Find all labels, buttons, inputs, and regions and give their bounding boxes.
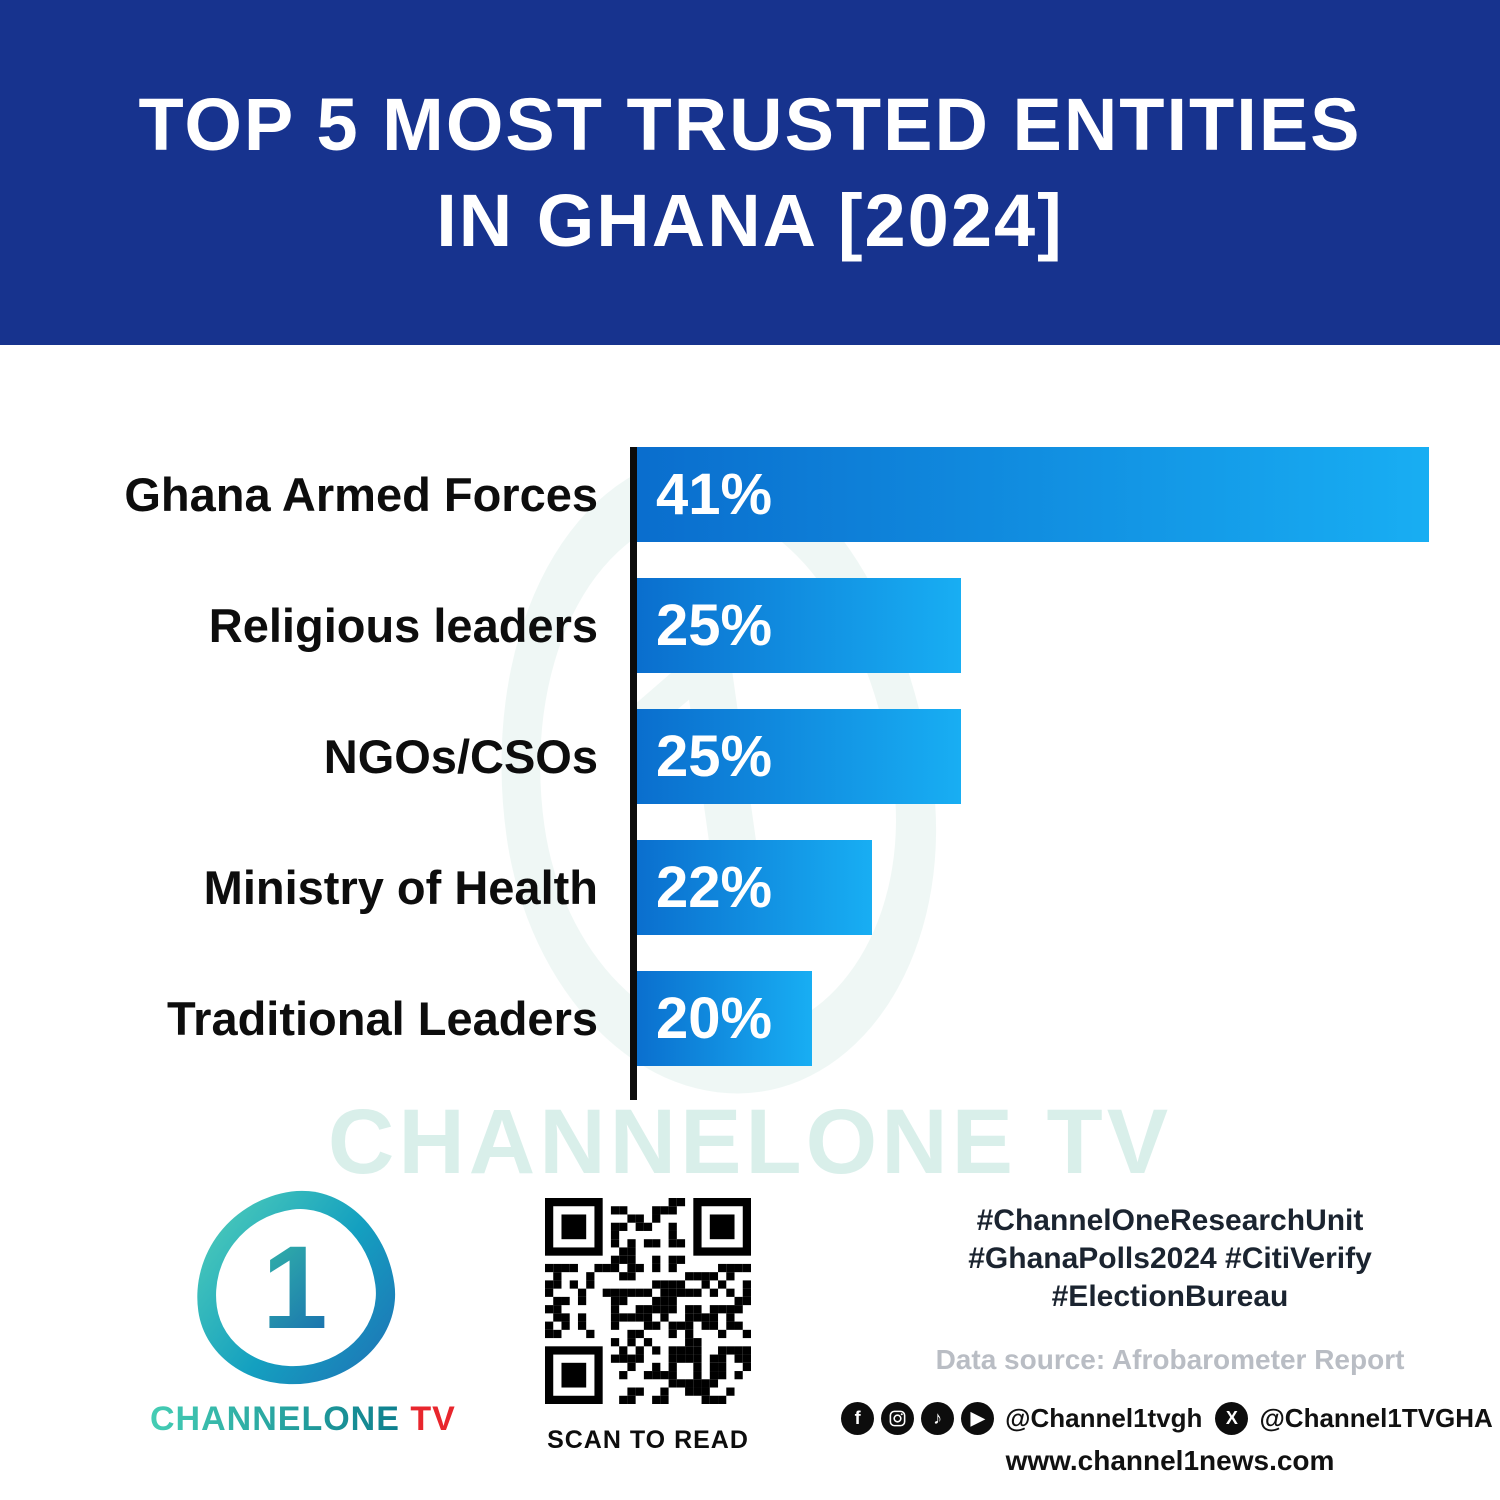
bar: 25% bbox=[630, 709, 961, 804]
qr-caption: SCAN TO READ bbox=[547, 1426, 749, 1454]
x-icon: X bbox=[1215, 1402, 1249, 1435]
logo-wordmark: CHANNELONE TV bbox=[150, 1400, 455, 1439]
bar-track: 25% bbox=[630, 578, 1437, 673]
bar-track: 20% bbox=[630, 971, 1437, 1066]
bar-track: 25% bbox=[630, 709, 1437, 804]
brand-text-watermark: CHANNELONE TV bbox=[327, 1091, 1173, 1193]
hashtag-line-3: #ElectionBureau bbox=[1051, 1280, 1289, 1313]
qr-block: SCAN TO READ bbox=[545, 1198, 751, 1455]
channel-one-logo: 1 CHANNELONE TV bbox=[150, 1179, 455, 1439]
qr-code bbox=[545, 1198, 751, 1404]
website-url: www.channel1news.com bbox=[1005, 1445, 1335, 1476]
logo-wordmark-channelone: CHANNELONE bbox=[150, 1400, 400, 1438]
social-row: f ♪ ▶ @Channel1tvgh X @Channel1TVGHA bbox=[841, 1402, 1493, 1435]
category-label: Ghana Armed Forces bbox=[124, 468, 598, 521]
bar-track: 41% bbox=[630, 447, 1437, 542]
footer-info: #ChannelOneResearchUnit #GhanaPolls2024 … bbox=[841, 1202, 1493, 1477]
title-line-2: IN GHANA [2024] bbox=[436, 178, 1064, 262]
hashtag-line-2: #GhanaPolls2024 #CitiVerify bbox=[968, 1242, 1372, 1275]
instagram-icon bbox=[881, 1402, 915, 1435]
bar: 25% bbox=[630, 578, 961, 673]
tiktok-icon: ♪ bbox=[921, 1402, 955, 1435]
bar: 20% bbox=[630, 971, 812, 1066]
page-title: TOP 5 MOST TRUSTED ENTITIES IN GHANA [20… bbox=[138, 77, 1361, 269]
bar-chart: Ghana Armed Forces 41% Religious leaders 25… bbox=[0, 447, 1437, 1066]
header-banner: TOP 5 MOST TRUSTED ENTITIES IN GHANA [20… bbox=[0, 0, 1500, 345]
title-line-1: TOP 5 MOST TRUSTED ENTITIES bbox=[138, 82, 1362, 166]
chart-row: Religious leaders 25% bbox=[0, 578, 1437, 673]
category-label: Religious leaders bbox=[208, 599, 598, 652]
bar: 22% bbox=[630, 840, 873, 935]
category-label: Ministry of Health bbox=[203, 861, 598, 914]
bar-value-label: 41% bbox=[656, 462, 773, 527]
category-label: Traditional Leaders bbox=[167, 992, 598, 1045]
chart-axis-line bbox=[630, 447, 637, 1100]
data-source-note: Data source: Afrobarometer Report bbox=[935, 1344, 1405, 1375]
bar-value-label: 25% bbox=[656, 593, 773, 658]
bar-value-label: 20% bbox=[656, 986, 773, 1051]
social-handle-main: @Channel1tvgh bbox=[1005, 1403, 1203, 1433]
bar-track: 22% bbox=[630, 840, 1437, 935]
chart-rows: Ghana Armed Forces 41% Religious leaders 25… bbox=[0, 447, 1437, 1066]
bar-value-label: 25% bbox=[656, 724, 773, 789]
bar-value-label: 22% bbox=[656, 855, 773, 920]
bar: 41% bbox=[630, 447, 1429, 542]
category-label: NGOs/CSOs bbox=[323, 730, 598, 783]
youtube-icon: ▶ bbox=[961, 1402, 995, 1435]
logo-wordmark-tv: TV bbox=[399, 1400, 456, 1438]
chart-row: NGOs/CSOs 25% bbox=[0, 709, 1437, 804]
chart-row: Traditional Leaders 20% bbox=[0, 971, 1437, 1066]
logo-pick-shape: 1 bbox=[183, 1179, 407, 1397]
social-handle-x: @Channel1TVGHA bbox=[1259, 1403, 1493, 1433]
hashtag-line-1: #ChannelOneResearchUnit bbox=[976, 1204, 1364, 1237]
chart-row: Ministry of Health 22% bbox=[0, 840, 1437, 935]
logo-pick-inner: 1 bbox=[204, 1199, 386, 1377]
facebook-icon: f bbox=[841, 1402, 875, 1435]
chart-row: Ghana Armed Forces 41% bbox=[0, 447, 1437, 542]
logo-digit: 1 bbox=[262, 1222, 328, 1355]
